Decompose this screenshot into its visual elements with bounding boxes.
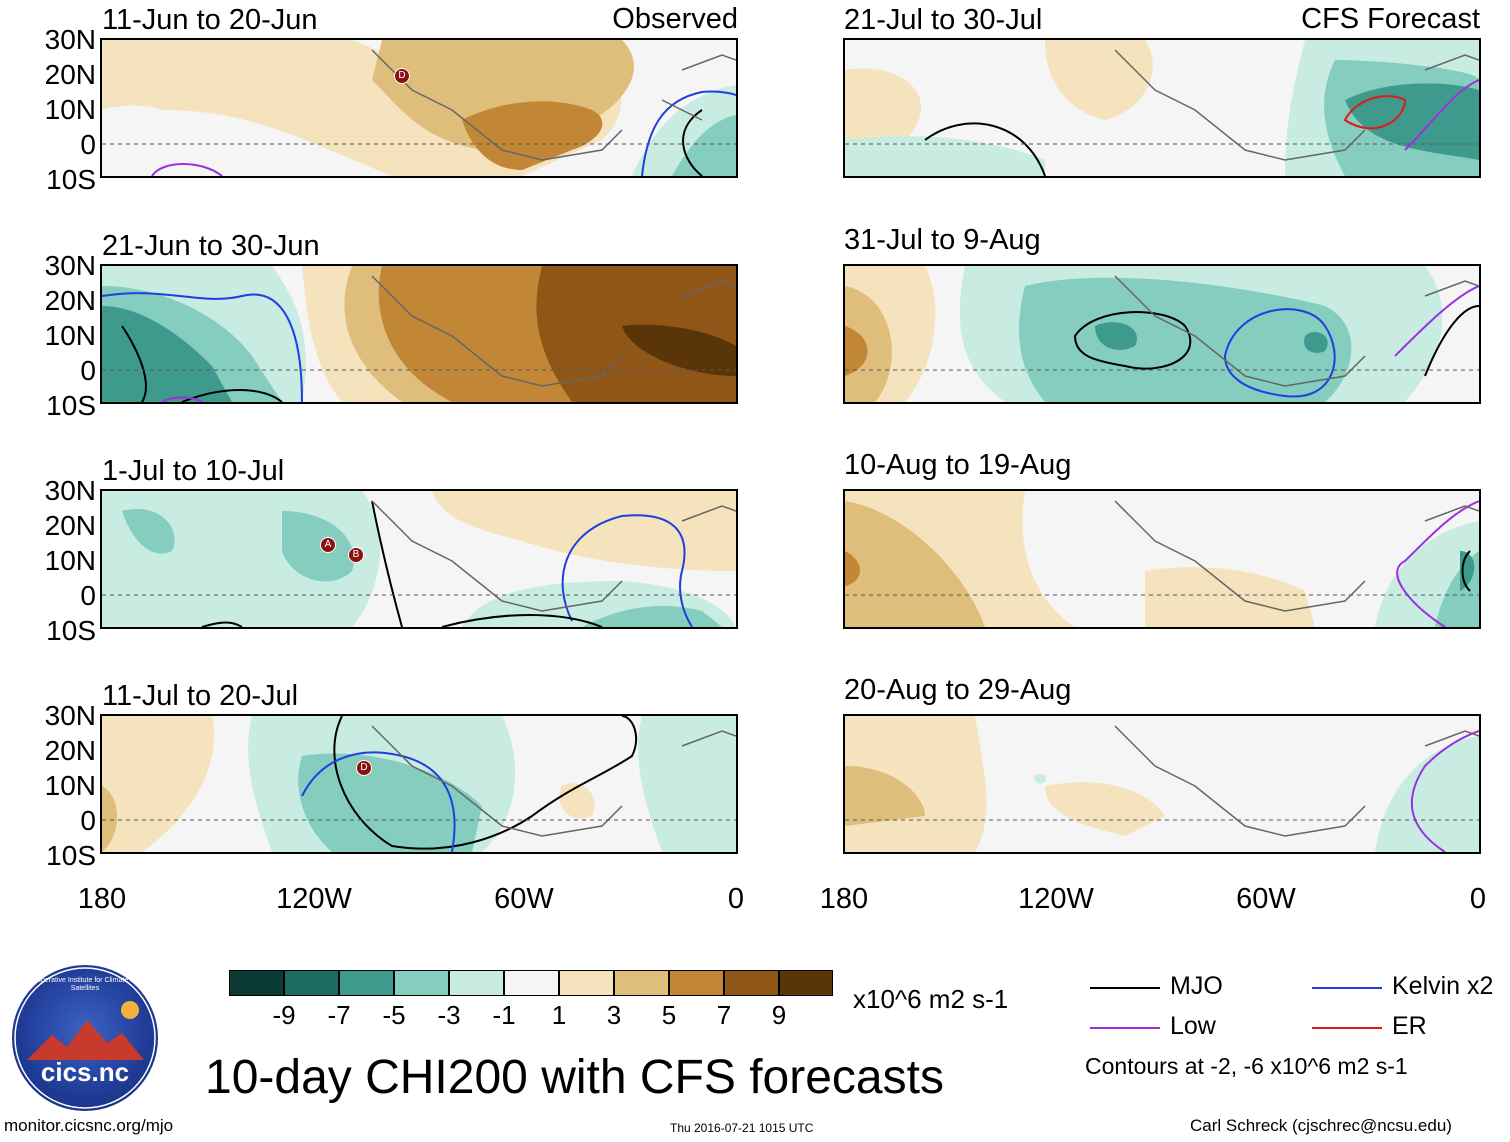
panel-title-fc-4: 20-Aug to 29-Aug xyxy=(844,674,1072,706)
logo-ring-text: Cooperative Institute for Climate and Sa… xyxy=(28,977,142,992)
colorbar-swatch-3 xyxy=(339,970,394,996)
colorbar-swatch-5 xyxy=(449,970,504,996)
legend-line-low xyxy=(1090,1027,1160,1029)
colorbar-swatch-10 xyxy=(724,970,779,996)
panel-title-obs-4: 11-Jul to 20-Jul xyxy=(102,680,299,712)
colorbar-swatch-6 xyxy=(504,970,559,996)
footer-timestamp: Thu 2016-07-21 1015 UTC xyxy=(670,1121,814,1135)
storm-marker-d: D xyxy=(394,68,410,84)
footer-url: monitor.cicsnc.org/mjo xyxy=(4,1116,174,1135)
colorbar-swatch-11 xyxy=(779,970,833,996)
legend-line-er xyxy=(1312,1027,1382,1029)
colorbar-swatch-4 xyxy=(394,970,449,996)
map-panel-fc-3 xyxy=(843,489,1481,629)
panel-title-obs-3: 1-Jul to 10-Jul xyxy=(102,455,285,487)
map-panel-obs-1: D xyxy=(100,38,738,178)
panel-title-fc-3: 10-Aug to 19-Aug xyxy=(844,449,1072,481)
panel-title-fc-2: 31-Jul to 9-Aug xyxy=(844,224,1041,256)
logo-text: cics.nc xyxy=(40,1057,130,1087)
panel-title-obs-2: 21-Jun to 30-Jun xyxy=(102,230,320,262)
colorbar-units: x10^6 m2 s-1 xyxy=(853,984,1009,1014)
panel-title-fc-1: 21-Jul to 30-Jul xyxy=(844,4,1043,36)
map-panel-obs-2 xyxy=(100,264,738,404)
observed-tag: Observed xyxy=(612,3,738,35)
map-panel-obs-4: D xyxy=(100,714,738,854)
map-panel-fc-4 xyxy=(843,714,1481,854)
storm-marker-d2: D xyxy=(356,760,372,776)
colorbar-swatch-7 xyxy=(559,970,614,996)
colorbar-swatch-9 xyxy=(669,970,724,996)
map-panel-fc-1 xyxy=(843,38,1481,178)
colorbar-swatch-2 xyxy=(284,970,339,996)
contour-note: Contours at -2, -6 x10^6 m2 s-1 xyxy=(1085,1053,1408,1079)
storm-marker-b: B xyxy=(348,547,364,563)
colorbar-swatch-8 xyxy=(614,970,669,996)
legend-line-mjo xyxy=(1090,987,1160,989)
storm-marker-a: A xyxy=(320,537,336,553)
legend-line-kelvin xyxy=(1312,987,1382,989)
panel-title-obs-1: 11-Jun to 20-Jun xyxy=(102,4,318,36)
cics-logo: cics.nc Cooperative Institute for Climat… xyxy=(12,965,158,1111)
map-panel-obs-3: A B xyxy=(100,489,738,629)
figure-title: 10-day CHI200 with CFS forecasts xyxy=(205,1051,944,1104)
footer-credit: Carl Schreck (cjschrec@ncsu.edu) xyxy=(1190,1116,1452,1135)
map-panel-fc-2 xyxy=(843,264,1481,404)
forecast-tag: CFS Forecast xyxy=(1301,3,1480,35)
colorbar-swatch-1 xyxy=(229,970,284,996)
